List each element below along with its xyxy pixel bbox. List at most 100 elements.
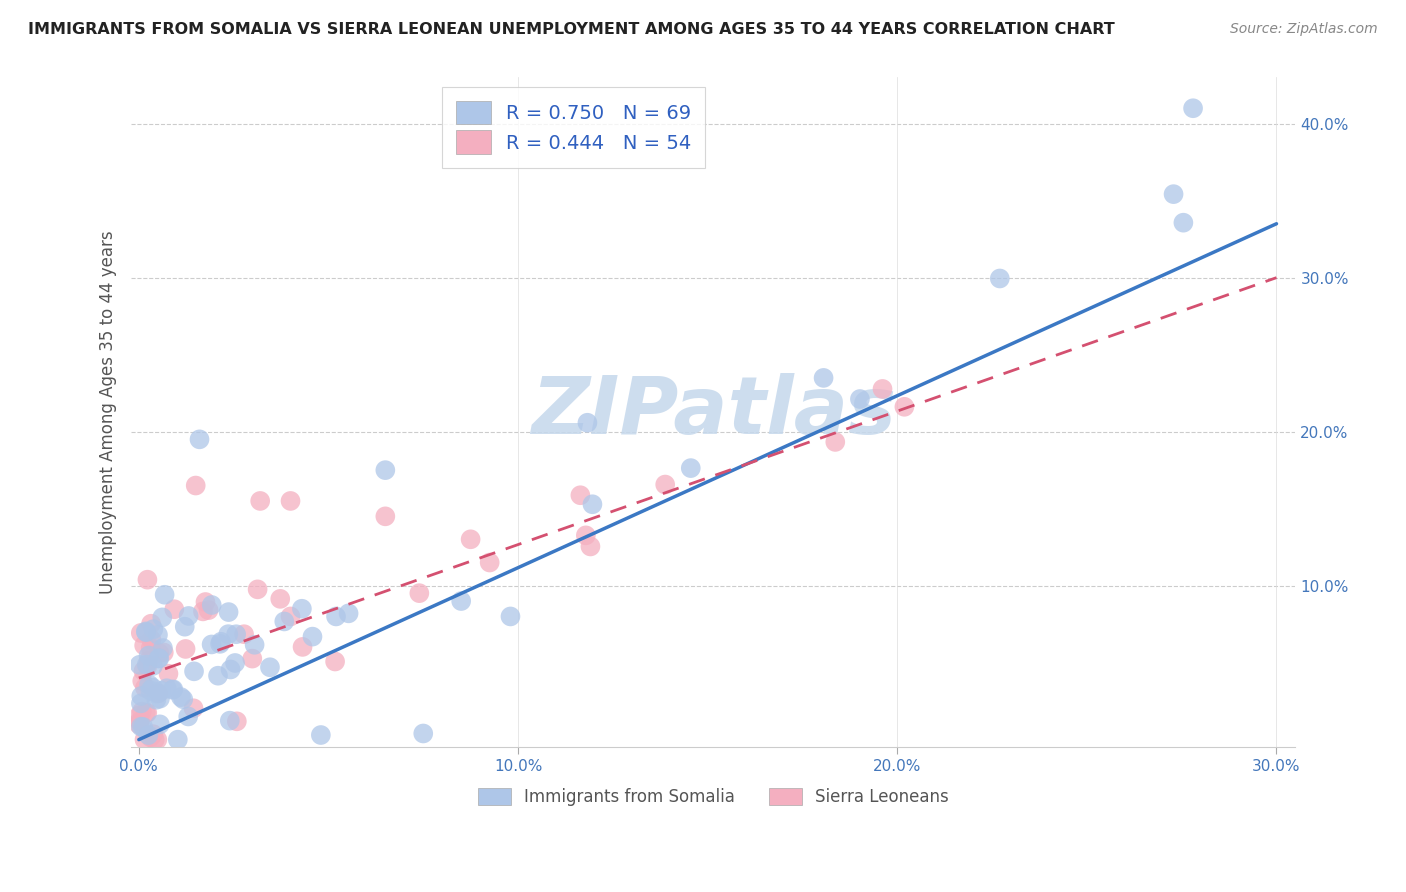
Sierra Leoneans xyxy=(148,646,170,660)
Immigrants from Somalia xyxy=(412,726,434,740)
Sierra Leoneans xyxy=(579,540,602,554)
Sierra Leoneans xyxy=(141,632,163,647)
Text: ZIPatlas: ZIPatlas xyxy=(531,374,896,451)
Immigrants from Somalia xyxy=(138,648,160,663)
Sierra Leoneans xyxy=(197,603,219,617)
Text: Source: ZipAtlas.com: Source: ZipAtlas.com xyxy=(1230,22,1378,37)
Immigrants from Somalia xyxy=(132,720,155,734)
Sierra Leoneans xyxy=(134,639,156,653)
Sierra Leoneans xyxy=(139,616,162,631)
Sierra Leoneans xyxy=(408,586,430,600)
Immigrants from Somalia xyxy=(142,659,165,673)
Immigrants from Somalia xyxy=(148,651,170,665)
Immigrants from Somalia xyxy=(291,601,314,615)
Sierra Leoneans xyxy=(225,714,247,729)
Immigrants from Somalia xyxy=(325,609,347,624)
Sierra Leoneans xyxy=(575,528,598,542)
Immigrants from Somalia xyxy=(152,641,174,656)
Immigrants from Somalia xyxy=(146,686,169,700)
Sierra Leoneans xyxy=(893,400,915,414)
Sierra Leoneans xyxy=(142,727,165,741)
Sierra Leoneans xyxy=(460,533,482,547)
Sierra Leoneans xyxy=(374,509,396,524)
Immigrants from Somalia xyxy=(156,681,179,696)
Sierra Leoneans xyxy=(131,674,153,689)
Immigrants from Somalia xyxy=(135,624,157,639)
Immigrants from Somalia xyxy=(135,625,157,640)
Sierra Leoneans xyxy=(132,664,155,678)
Sierra Leoneans xyxy=(478,556,501,570)
Sierra Leoneans xyxy=(139,640,162,655)
Immigrants from Somalia xyxy=(1182,101,1205,115)
Immigrants from Somalia xyxy=(217,627,239,641)
Sierra Leoneans xyxy=(183,701,205,715)
Immigrants from Somalia xyxy=(218,605,240,619)
Immigrants from Somalia xyxy=(209,634,232,648)
Sierra Leoneans xyxy=(128,708,150,723)
Sierra Leoneans xyxy=(136,659,159,673)
Immigrants from Somalia xyxy=(166,732,188,747)
Immigrants from Somalia xyxy=(177,709,200,723)
Immigrants from Somalia xyxy=(145,692,167,706)
Immigrants from Somalia xyxy=(218,714,240,728)
Immigrants from Somalia xyxy=(225,627,247,641)
Sierra Leoneans xyxy=(143,732,166,747)
Sierra Leoneans xyxy=(184,478,207,492)
Sierra Leoneans xyxy=(240,651,263,665)
Immigrants from Somalia xyxy=(576,416,599,430)
Y-axis label: Unemployment Among Ages 35 to 44 years: Unemployment Among Ages 35 to 44 years xyxy=(100,230,117,594)
Sierra Leoneans xyxy=(569,488,592,502)
Sierra Leoneans xyxy=(249,494,271,508)
Sierra Leoneans xyxy=(131,705,153,719)
Sierra Leoneans xyxy=(194,595,217,609)
Legend: Immigrants from Somalia, Sierra Leoneans: Immigrants from Somalia, Sierra Leoneans xyxy=(471,781,956,813)
Sierra Leoneans xyxy=(872,382,894,396)
Sierra Leoneans xyxy=(163,602,186,616)
Immigrants from Somalia xyxy=(273,615,295,629)
Immigrants from Somalia xyxy=(150,683,173,698)
Immigrants from Somalia xyxy=(129,689,152,703)
Immigrants from Somalia xyxy=(138,677,160,691)
Sierra Leoneans xyxy=(191,604,214,618)
Immigrants from Somalia xyxy=(135,657,157,672)
Sierra Leoneans xyxy=(654,477,676,491)
Immigrants from Somalia xyxy=(200,637,222,651)
Immigrants from Somalia xyxy=(450,594,472,608)
Sierra Leoneans xyxy=(129,626,152,640)
Sierra Leoneans xyxy=(135,706,157,720)
Immigrants from Somalia xyxy=(149,717,172,731)
Sierra Leoneans xyxy=(323,655,346,669)
Sierra Leoneans xyxy=(157,666,180,681)
Immigrants from Somalia xyxy=(224,656,246,670)
Sierra Leoneans xyxy=(233,627,256,641)
Immigrants from Somalia xyxy=(243,638,266,652)
Immigrants from Somalia xyxy=(374,463,396,477)
Immigrants from Somalia xyxy=(136,728,159,742)
Immigrants from Somalia xyxy=(146,628,169,642)
Immigrants from Somalia xyxy=(173,620,195,634)
Immigrants from Somalia xyxy=(301,630,323,644)
Sierra Leoneans xyxy=(134,732,156,747)
Sierra Leoneans xyxy=(246,582,269,597)
Sierra Leoneans xyxy=(136,706,159,720)
Immigrants from Somalia xyxy=(128,657,150,672)
Immigrants from Somalia xyxy=(170,690,193,704)
Immigrants from Somalia xyxy=(142,622,165,636)
Sierra Leoneans xyxy=(280,494,302,508)
Sierra Leoneans xyxy=(280,609,302,624)
Sierra Leoneans xyxy=(139,731,162,745)
Immigrants from Somalia xyxy=(849,392,872,406)
Immigrants from Somalia xyxy=(129,697,152,711)
Immigrants from Somalia xyxy=(148,651,170,665)
Immigrants from Somalia xyxy=(142,681,165,695)
Immigrants from Somalia xyxy=(149,691,172,706)
Immigrants from Somalia xyxy=(129,720,152,734)
Immigrants from Somalia xyxy=(162,682,184,697)
Immigrants from Somalia xyxy=(499,609,522,624)
Immigrants from Somalia xyxy=(201,598,224,612)
Immigrants from Somalia xyxy=(208,637,231,651)
Immigrants from Somalia xyxy=(309,728,332,742)
Immigrants from Somalia xyxy=(172,692,194,706)
Immigrants from Somalia xyxy=(150,610,173,624)
Sierra Leoneans xyxy=(153,646,176,660)
